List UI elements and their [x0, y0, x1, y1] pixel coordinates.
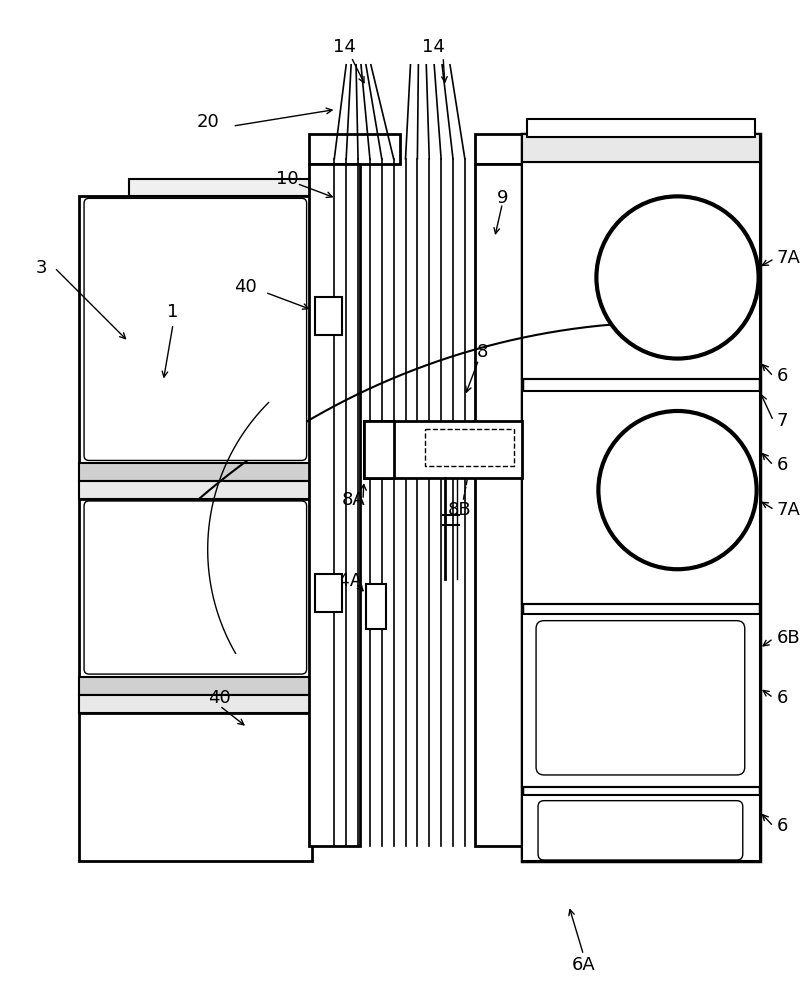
Text: 6: 6	[776, 817, 788, 835]
FancyBboxPatch shape	[84, 198, 306, 460]
Circle shape	[598, 411, 756, 569]
Bar	[522, 391, 759, 604]
Bar	[364, 421, 522, 478]
Bar	[366, 584, 386, 629]
Text: 14A: 14A	[326, 572, 362, 590]
Bar	[522, 134, 759, 162]
Bar	[522, 614, 759, 787]
Text: 1: 1	[168, 303, 179, 321]
Text: 14: 14	[333, 38, 355, 56]
Text: 40: 40	[234, 278, 257, 296]
Bar	[79, 196, 311, 463]
Text: 8: 8	[477, 343, 488, 361]
Bar	[475, 164, 529, 846]
Text: 14: 14	[422, 38, 444, 56]
Bar	[475, 134, 529, 164]
Bar	[79, 677, 311, 695]
Bar	[522, 795, 759, 861]
Text: 7: 7	[776, 412, 788, 430]
Bar	[79, 481, 311, 499]
Bar	[425, 429, 514, 466]
Bar	[79, 695, 311, 713]
FancyBboxPatch shape	[84, 501, 306, 674]
Bar	[79, 713, 311, 861]
Text: 6: 6	[776, 367, 788, 385]
FancyBboxPatch shape	[538, 801, 743, 860]
FancyBboxPatch shape	[536, 621, 745, 775]
Text: 10: 10	[276, 170, 298, 188]
Bar	[309, 164, 360, 846]
Bar	[314, 574, 342, 612]
Text: 8B: 8B	[448, 501, 472, 519]
Bar	[527, 119, 755, 137]
Text: 6: 6	[776, 689, 788, 707]
Bar	[522, 134, 759, 861]
Bar	[314, 297, 342, 335]
Bar	[128, 179, 311, 196]
Text: 6B: 6B	[776, 629, 800, 647]
Text: 7A: 7A	[776, 249, 800, 267]
Text: 3: 3	[36, 259, 47, 277]
Text: 20: 20	[196, 113, 219, 131]
Bar	[79, 463, 311, 481]
Circle shape	[597, 196, 759, 359]
Text: 7A: 7A	[776, 501, 800, 519]
Text: 9: 9	[496, 189, 508, 207]
Text: 40: 40	[209, 689, 231, 707]
Text: 6: 6	[776, 456, 788, 474]
Text: 6A: 6A	[572, 956, 595, 974]
Bar	[364, 421, 394, 478]
Bar	[309, 134, 399, 164]
Bar	[522, 162, 759, 379]
Bar	[79, 499, 311, 677]
Text: 8A: 8A	[342, 491, 366, 509]
